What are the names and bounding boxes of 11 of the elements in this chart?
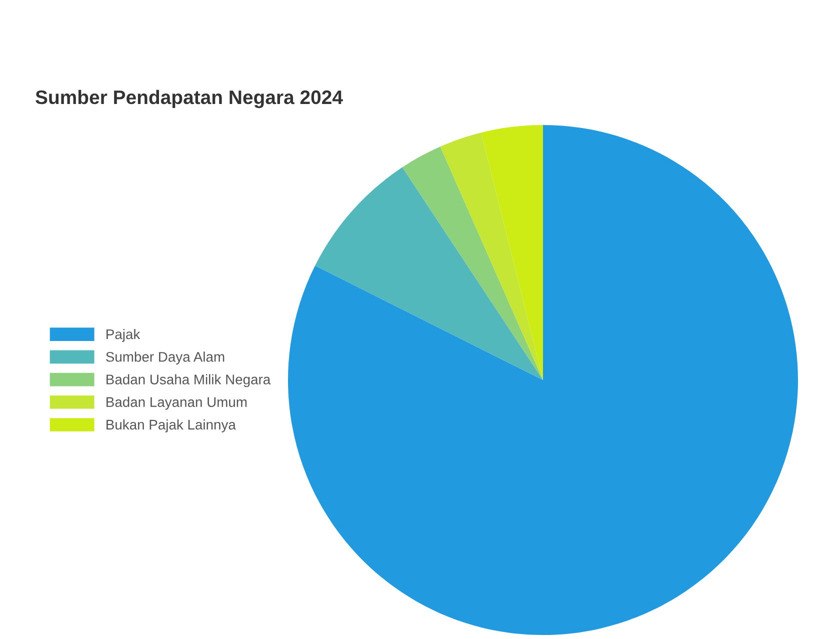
legend-label: Badan Layanan Umum [106,396,247,410]
legend-label: Badan Usaha Milik Negara [106,374,271,388]
pie-slice [315,167,543,380]
pie-slice [440,132,543,380]
legend-label: Sumber Daya Alam [106,352,224,365]
pie-slice [481,125,543,380]
pie-slice [402,146,543,380]
chart-title: Sumber Pendapatan Negara 2024 [36,90,343,108]
legend-label: Pajak [106,328,140,342]
pie-slice [288,125,798,635]
legend-label: Bukan Pajak Lainnya [106,419,236,432]
